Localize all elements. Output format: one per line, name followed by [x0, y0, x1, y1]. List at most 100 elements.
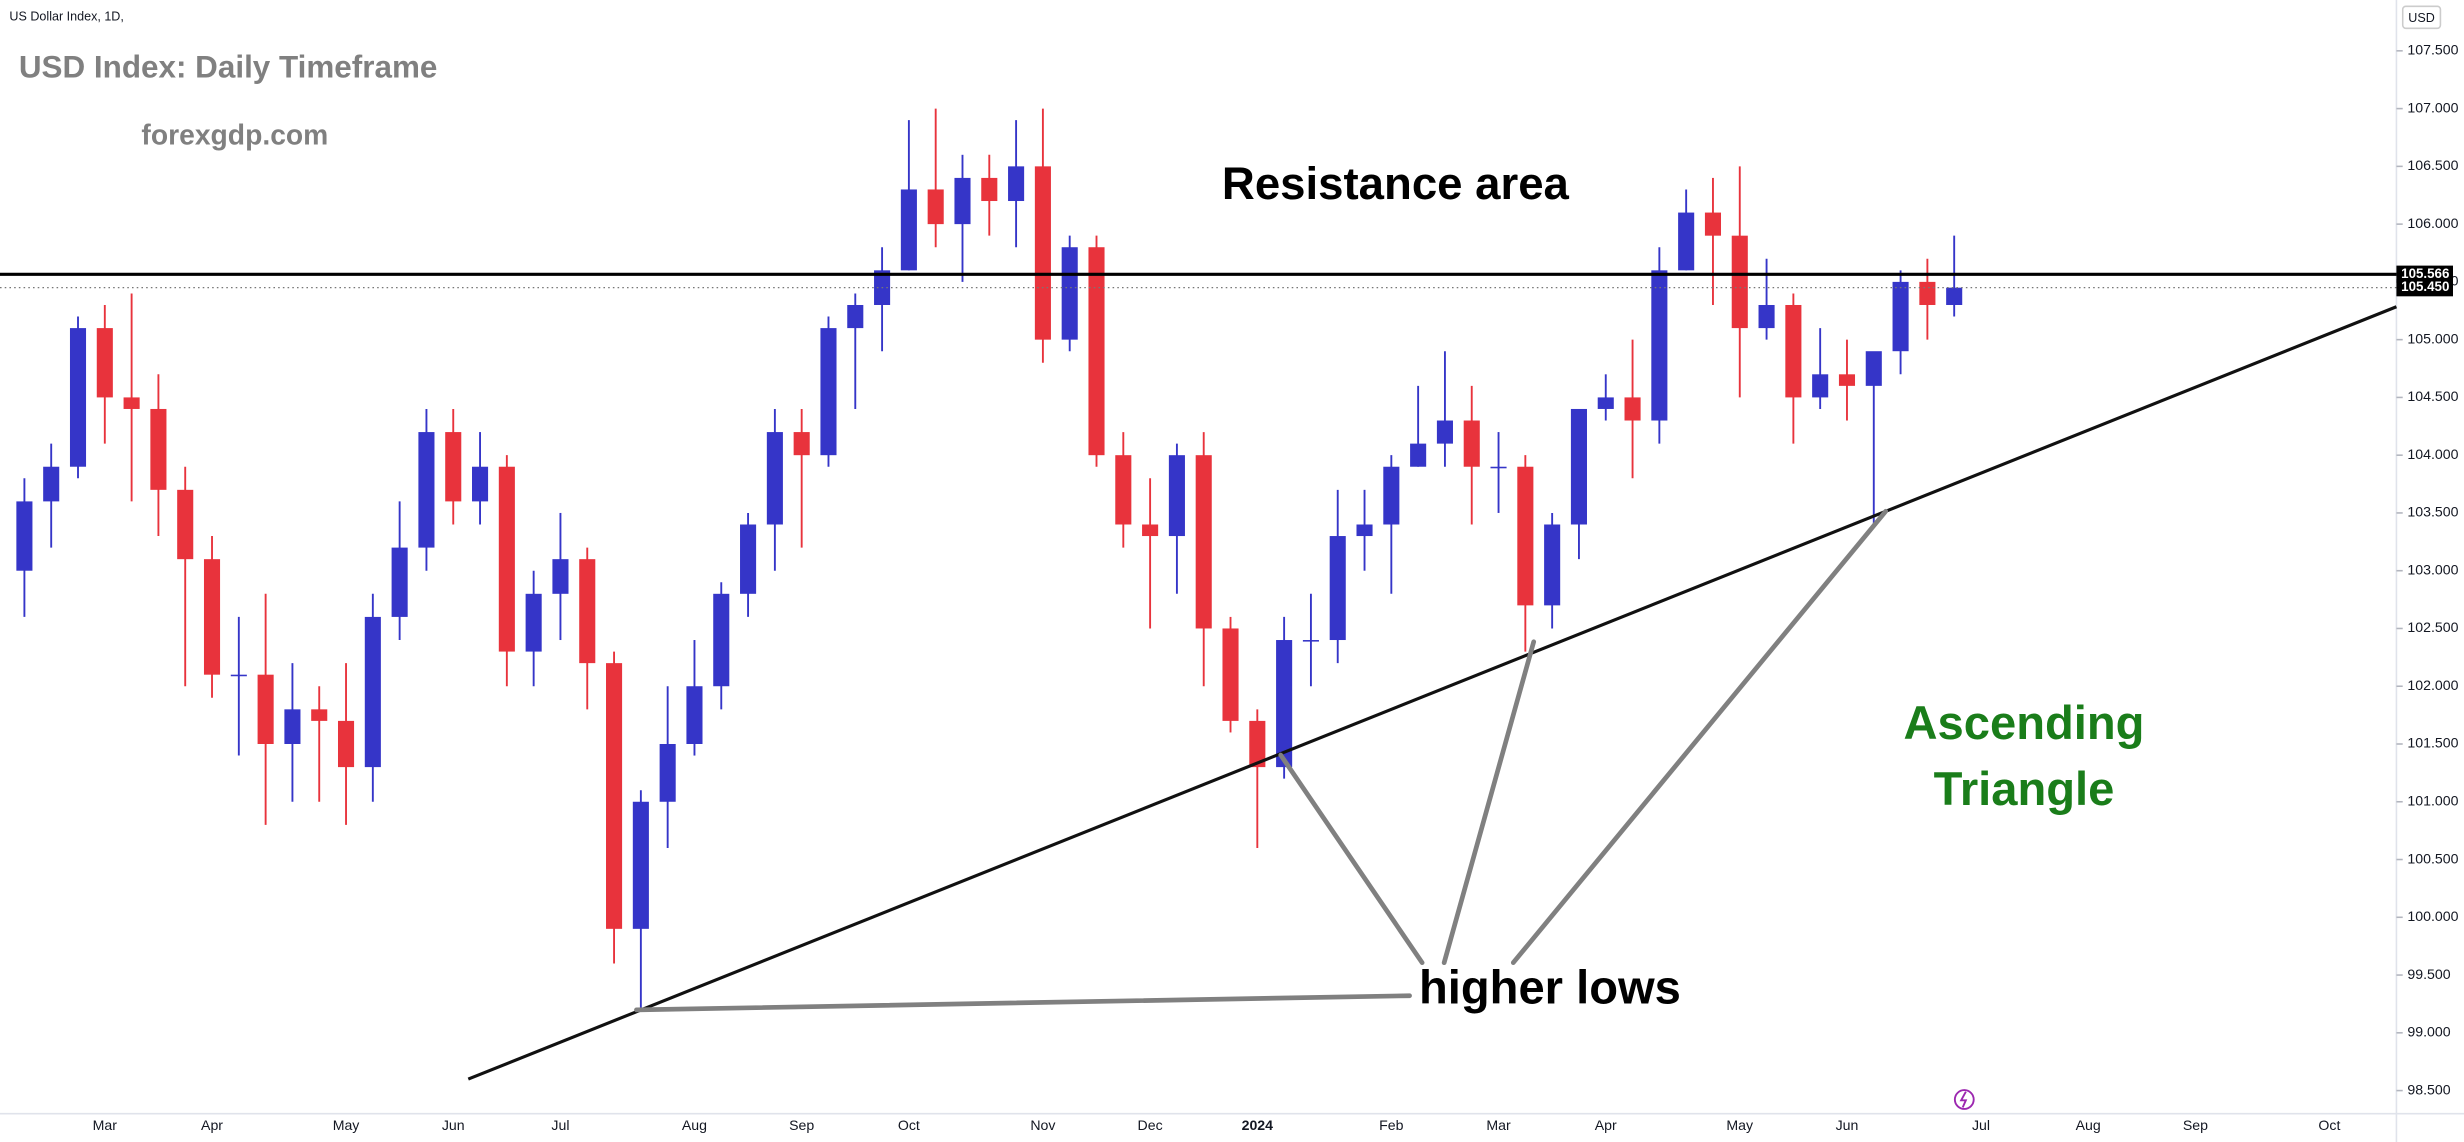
x-tick-label: Dec [1138, 1117, 1163, 1133]
symbol-label: US Dollar Index, 1D, [9, 10, 123, 24]
candle-body [766, 432, 783, 525]
y-tick-label: 107.000 [2407, 99, 2458, 115]
y-tick-label: 103.500 [2407, 504, 2458, 520]
event-icon[interactable] [1953, 1089, 1975, 1110]
y-tick-label: 104.000 [2407, 446, 2458, 462]
pointer-line [1278, 752, 1425, 966]
x-tick-label: Oct [898, 1117, 920, 1133]
candle-body [1249, 720, 1266, 768]
candle-body [847, 304, 864, 329]
candle-body [123, 397, 140, 409]
candle-body [1838, 374, 1856, 386]
candles [16, 108, 1963, 1010]
candle-body [740, 524, 757, 594]
candle-body [1061, 247, 1078, 340]
candle-body [1329, 536, 1346, 641]
candle-body [1222, 628, 1239, 721]
candle-body [445, 432, 462, 502]
candle-body [257, 674, 274, 744]
x-tick-label: Aug [682, 1117, 707, 1133]
candle-body [1785, 304, 1802, 398]
candle-body [1115, 455, 1132, 525]
candle-body [1410, 443, 1427, 467]
x-tick-label: Mar [1486, 1117, 1511, 1133]
resistance-price-label: 105.566 [2401, 266, 2449, 281]
candle-body [793, 432, 810, 456]
candle-body [1919, 281, 1936, 305]
candle-body [606, 663, 623, 929]
x-tick-label: Jun [1836, 1117, 1859, 1133]
x-tick-label: Oct [2318, 1117, 2340, 1133]
candle-body [418, 432, 435, 548]
candle-body [1383, 466, 1400, 525]
y-tick-label: 103.000 [2407, 561, 2458, 577]
lows-annotation: higher lows [1419, 960, 1681, 1013]
price-label-box [2396, 279, 2453, 297]
event-icon-bolt [1959, 1091, 1968, 1108]
x-tick-label: May [333, 1117, 361, 1133]
pointer-line [1510, 508, 1889, 966]
candle-body [1865, 351, 1882, 386]
x-tick-label: May [1726, 1117, 1754, 1133]
candle-body [337, 720, 355, 768]
x-tick-label: Jun [442, 1117, 465, 1133]
pointer-lines [634, 508, 1889, 1013]
y-tick-label: 102.500 [2407, 619, 2458, 635]
x-tick-label: Aug [2076, 1117, 2101, 1133]
y-tick-label: 99.500 [2407, 966, 2450, 982]
candle-body [391, 547, 408, 617]
currency-label: USD [2408, 11, 2435, 25]
candle-body [43, 466, 60, 502]
y-tick-label: 100.500 [2407, 850, 2458, 866]
x-tick-label: Jul [1972, 1117, 1990, 1133]
pattern-annotation: Triangle [1934, 762, 2115, 815]
candle-body [498, 466, 515, 652]
candle-body [1731, 235, 1748, 329]
candle-body [472, 466, 489, 502]
last-price-label: 105.450 [2401, 279, 2449, 294]
pattern-annotation: Ascending [1904, 696, 2145, 749]
chart-subtitle: forexgdp.com [141, 118, 328, 150]
candle-body [1490, 466, 1507, 469]
candle-body [1142, 524, 1159, 537]
candle-body [69, 328, 87, 467]
candle-body [713, 593, 730, 687]
trend-line [467, 305, 2398, 1081]
candle-body [1597, 397, 1614, 409]
y-tick-label: 101.500 [2407, 735, 2458, 751]
candle-body [525, 593, 542, 652]
y-tick-label: 98.500 [2407, 1081, 2450, 1097]
candle-body [1758, 304, 1775, 329]
y-tick-label: 106.000 [2407, 215, 2458, 231]
candle-body [1624, 397, 1641, 421]
candle-body [230, 674, 247, 677]
candle-body [1704, 212, 1722, 236]
candle-body [284, 709, 301, 744]
candle-body [1008, 166, 1025, 202]
pointer-line [1441, 639, 1537, 966]
x-tick-label: Apr [1595, 1117, 1617, 1133]
y-tick-label: 105.000 [2407, 330, 2458, 346]
candle-body [1678, 212, 1695, 271]
candle-body [954, 177, 971, 225]
candle-body [150, 408, 167, 490]
y-tick-label: 107.500 [2407, 42, 2458, 58]
candle-body [203, 559, 221, 675]
x-tick-label: Nov [1030, 1117, 1056, 1133]
x-tick-label: Apr [201, 1117, 223, 1133]
candle-body [659, 743, 676, 802]
chart-title: USD Index: Daily Timeframe [19, 50, 438, 85]
candle-body [1088, 247, 1105, 456]
candle-body [1302, 640, 1319, 642]
candle-body [364, 616, 381, 768]
candle-body [900, 189, 917, 271]
y-tick-label: 99.000 [2407, 1024, 2450, 1040]
candle-body [177, 489, 194, 560]
candle-body [1168, 455, 1185, 537]
candle-body [927, 189, 944, 225]
x-tick-label: Feb [1379, 1117, 1403, 1133]
y-tick-label: 100.000 [2407, 908, 2458, 924]
candle-body [1892, 281, 1909, 352]
candle-body [1517, 466, 1534, 606]
